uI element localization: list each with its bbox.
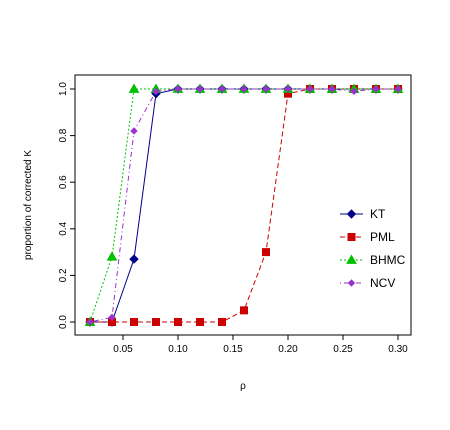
legend-item-kt: KT bbox=[340, 207, 386, 221]
y-tick-label: 0.4 bbox=[58, 221, 69, 235]
legend-item-ncv: NCV bbox=[340, 276, 395, 290]
x-tick-label: 0.25 bbox=[333, 344, 353, 355]
data-point bbox=[284, 85, 292, 93]
x-axis-label: ρ bbox=[240, 381, 246, 392]
plot-frame bbox=[74, 74, 412, 336]
y-tick-label: 0.2 bbox=[58, 268, 69, 282]
data-point bbox=[218, 85, 226, 93]
series-layer bbox=[84, 83, 404, 327]
data-point bbox=[86, 318, 94, 326]
data-point bbox=[108, 313, 116, 322]
legend-label: KT bbox=[370, 207, 386, 221]
x-tick-label: 0.30 bbox=[388, 344, 408, 355]
series-line bbox=[90, 88, 398, 323]
series-pml bbox=[86, 85, 402, 326]
data-point bbox=[174, 85, 182, 93]
y-tick-label: 0.0 bbox=[58, 315, 69, 329]
x-axis: 0.05 0.10 0.15 0.20 0.25 0.30 bbox=[113, 334, 408, 355]
series-ncv bbox=[86, 85, 402, 326]
data-point bbox=[130, 318, 138, 326]
data-point bbox=[240, 85, 248, 93]
legend-item-bhmc: BHMC bbox=[340, 253, 406, 267]
data-point bbox=[218, 318, 226, 326]
legend-label: PML bbox=[370, 230, 395, 244]
data-point bbox=[152, 318, 160, 326]
data-point bbox=[328, 85, 336, 93]
x-tick-label: 0.05 bbox=[113, 344, 133, 355]
data-point bbox=[262, 85, 270, 93]
data-point bbox=[262, 248, 270, 257]
data-point bbox=[240, 306, 248, 315]
data-point bbox=[196, 85, 204, 93]
data-point bbox=[372, 85, 380, 93]
series-kt bbox=[85, 84, 403, 327]
series-bhmc bbox=[84, 83, 404, 326]
legend-marker bbox=[346, 209, 357, 219]
legend-label: NCV bbox=[370, 276, 395, 290]
series-line bbox=[89, 88, 398, 323]
data-point bbox=[130, 127, 138, 135]
legend-item-pml: PML bbox=[340, 230, 395, 244]
data-point bbox=[128, 83, 140, 93]
data-point bbox=[196, 318, 204, 326]
y-axis: 0.0 0.2 0.4 0.6 0.8 1.0 bbox=[58, 82, 76, 329]
y-axis-label: proportion of corrected K bbox=[23, 150, 34, 260]
data-point bbox=[394, 85, 402, 93]
series-line bbox=[89, 88, 398, 323]
legend-marker bbox=[346, 254, 357, 264]
y-tick-label: 0.6 bbox=[58, 175, 69, 189]
x-tick-label: 0.20 bbox=[278, 344, 298, 355]
legend-marker bbox=[347, 279, 356, 287]
data-point bbox=[129, 254, 139, 264]
data-point bbox=[152, 87, 160, 96]
legend-label: BHMC bbox=[370, 253, 406, 267]
x-tick-label: 0.15 bbox=[223, 344, 243, 355]
series-line bbox=[90, 88, 398, 323]
x-tick-label: 0.10 bbox=[168, 344, 188, 355]
data-point bbox=[306, 85, 314, 93]
data-point bbox=[350, 87, 358, 96]
legend-marker bbox=[347, 233, 356, 241]
data-point bbox=[106, 251, 118, 261]
data-point bbox=[174, 318, 182, 326]
legend: KT PML BHMC NCV bbox=[340, 207, 406, 290]
y-tick-label: 1.0 bbox=[58, 82, 69, 96]
y-tick-label: 0.8 bbox=[58, 128, 69, 142]
